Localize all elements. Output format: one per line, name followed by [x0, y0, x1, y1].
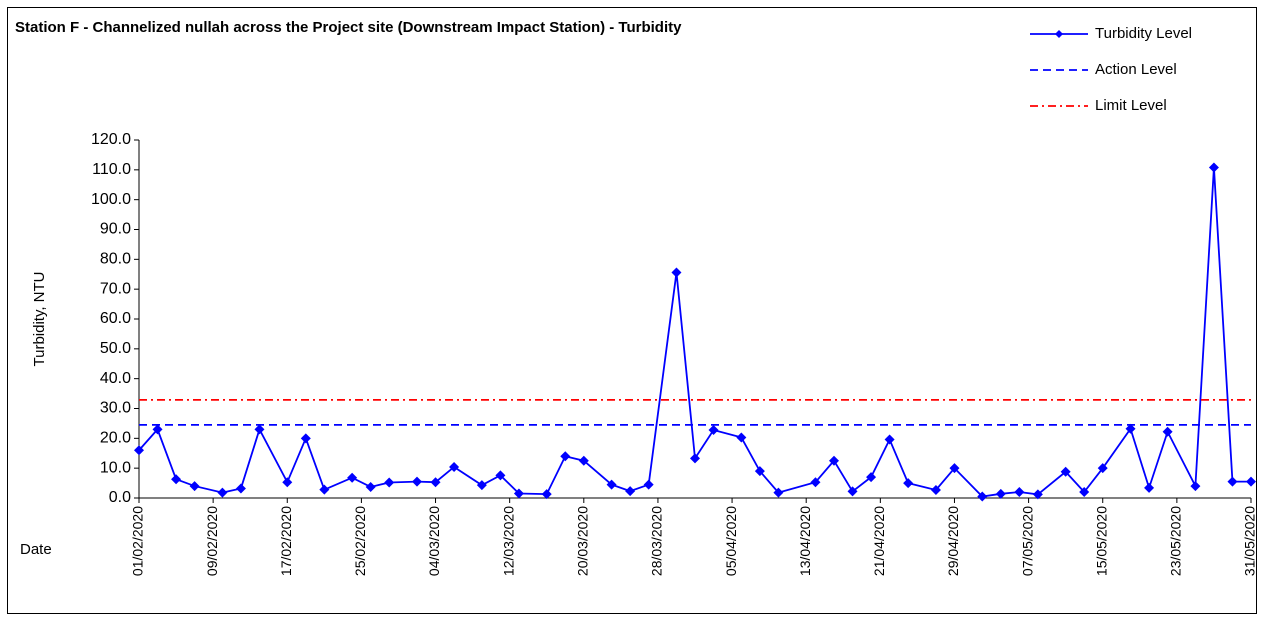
data-point: [1246, 476, 1256, 487]
data-point: [1014, 487, 1025, 498]
x-tick-label: 05/04/2020: [723, 506, 739, 576]
data-point: [347, 472, 358, 483]
x-tick-label: 04/03/2020: [426, 506, 442, 576]
x-tick-label: 25/02/2020: [352, 506, 368, 576]
data-point: [300, 433, 311, 444]
y-tick-label: 10.0: [100, 459, 131, 476]
y-tick-label: 40.0: [100, 370, 131, 387]
x-tick-label: 15/05/2020: [1093, 506, 1109, 576]
legend-label: Action Level: [1095, 61, 1177, 78]
data-point: [217, 487, 228, 498]
data-point: [319, 484, 330, 495]
y-tick-label: 30.0: [100, 400, 131, 417]
data-point: [754, 466, 765, 477]
x-tick-label: 31/05/2020: [1242, 506, 1258, 576]
data-point: [847, 486, 858, 497]
legend-label: Limit Level: [1095, 97, 1167, 114]
x-tick-label: 12/03/2020: [500, 506, 516, 576]
y-tick-label: 110.0: [92, 161, 131, 178]
data-point: [708, 424, 719, 435]
data-point: [977, 491, 988, 502]
data-point: [903, 478, 914, 489]
data-point: [736, 432, 747, 443]
x-tick-label: 28/03/2020: [649, 506, 665, 576]
y-tick-label: 70.0: [100, 280, 131, 297]
x-tick-label: 01/02/2020: [130, 506, 146, 576]
chart-frame: [7, 7, 1257, 614]
data-point: [134, 445, 144, 456]
data-point: [606, 479, 617, 490]
data-point: [643, 479, 654, 490]
data-point: [1097, 463, 1108, 474]
x-tick-label: 20/03/2020: [575, 506, 591, 576]
data-point: [171, 474, 182, 485]
data-point: [1190, 481, 1201, 492]
data-point: [810, 477, 821, 488]
data-point: [930, 484, 941, 495]
data-point: [235, 483, 246, 494]
y-tick-label: 100.0: [91, 191, 131, 208]
data-point: [513, 488, 524, 499]
y-axis-label: Turbidity, NTU: [31, 271, 48, 366]
data-point: [1079, 487, 1090, 498]
data-point: [449, 461, 460, 472]
data-point: [625, 486, 636, 497]
data-point: [690, 453, 700, 464]
data-point: [1060, 466, 1071, 477]
x-tick-label: 29/04/2020: [945, 506, 961, 576]
chart-title: Station F - Channelized nullah across th…: [15, 19, 682, 36]
data-point: [1125, 423, 1136, 434]
x-tick-label: 07/05/2020: [1019, 506, 1035, 576]
data-point: [578, 455, 589, 466]
data-point: [1032, 489, 1043, 500]
data-point: [1144, 482, 1155, 493]
data-point: [1162, 426, 1173, 437]
data-point: [829, 455, 839, 466]
legend-label: Turbidity Level: [1095, 25, 1192, 42]
data-point: [949, 463, 960, 474]
x-tick-label: 09/02/2020: [204, 506, 220, 576]
x-tick-label: 23/05/2020: [1168, 506, 1184, 576]
y-tick-label: 60.0: [100, 310, 131, 327]
x-axis-label: Date: [20, 541, 52, 558]
data-point: [995, 488, 1006, 499]
y-tick-label: 0.0: [109, 489, 131, 506]
data-point: [495, 470, 506, 481]
data-point: [773, 487, 784, 498]
data-point: [365, 481, 376, 492]
data-point: [671, 267, 682, 278]
y-tick-label: 20.0: [100, 430, 131, 447]
data-point: [282, 477, 293, 488]
x-tick-label: 17/02/2020: [278, 506, 294, 576]
data-point: [866, 472, 877, 483]
data-point: [560, 451, 571, 462]
y-tick-label: 120.0: [91, 131, 131, 148]
y-tick-label: 90.0: [100, 221, 131, 238]
data-point: [254, 424, 265, 435]
data-point: [384, 477, 395, 488]
x-tick-label: 21/04/2020: [871, 506, 887, 576]
data-point: [476, 480, 487, 491]
data-point: [152, 424, 163, 435]
x-tick-label: 13/04/2020: [797, 506, 813, 576]
legend-marker: [1055, 30, 1063, 38]
y-tick-label: 50.0: [100, 340, 131, 357]
data-point: [412, 476, 422, 487]
data-point: [1208, 162, 1219, 173]
data-point: [1227, 476, 1238, 487]
data-point: [430, 477, 441, 488]
data-point: [884, 434, 895, 445]
y-tick-label: 80.0: [100, 251, 131, 268]
data-point: [541, 489, 552, 500]
data-point: [189, 481, 200, 492]
